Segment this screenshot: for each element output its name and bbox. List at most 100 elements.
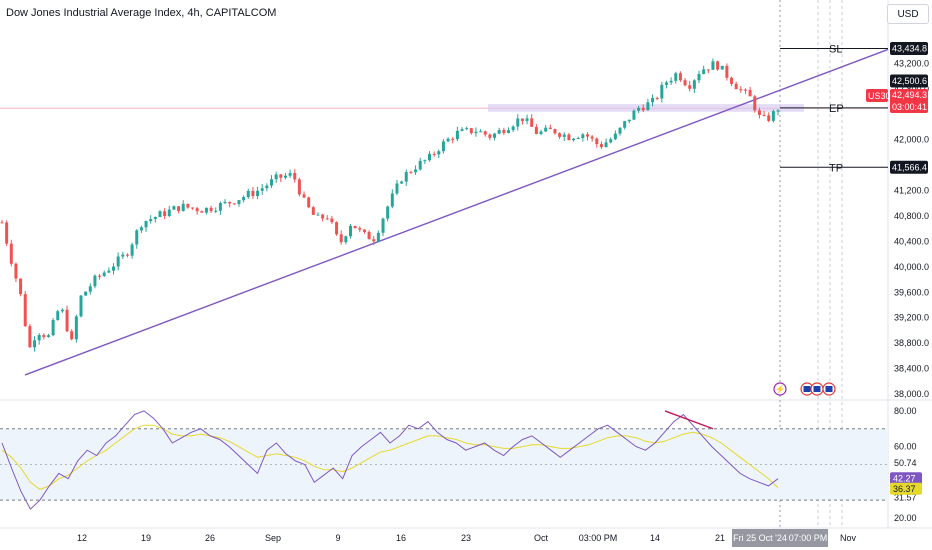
time-axis-tick: 12 [77, 533, 87, 543]
candle-body [112, 266, 116, 271]
candle-body [14, 263, 18, 279]
candle-body [520, 118, 524, 121]
candle-body [381, 218, 385, 233]
candle-body [474, 131, 478, 134]
price-axis-tick: 41,200.0 [894, 186, 929, 196]
candle-body [79, 295, 83, 317]
candle-body [37, 335, 41, 341]
candle-body [506, 130, 510, 134]
candle-body [0, 222, 4, 224]
candle-body [84, 291, 88, 296]
candle-body [604, 142, 608, 148]
candle-body [767, 115, 771, 121]
resistance-zone [488, 104, 804, 112]
currency-button[interactable]: USD [887, 4, 929, 24]
flag-glyph [825, 386, 833, 392]
candle-body [548, 127, 552, 130]
candle-body [455, 130, 459, 140]
candle-body [251, 190, 255, 197]
sl-price-tag-bg [890, 42, 928, 56]
candle-body [218, 202, 222, 211]
candle-body [390, 193, 394, 207]
rsi-ma-tag: 36.37 [893, 484, 916, 494]
candle-body [172, 206, 176, 210]
candle-body [307, 197, 311, 208]
candle-body [23, 294, 27, 327]
candle-body [632, 110, 636, 120]
sl-label: SL [829, 44, 842, 56]
candle-body [771, 111, 775, 121]
candle-body [130, 244, 134, 256]
crosshair-date-tag-bg [732, 529, 788, 547]
rsi-band [0, 428, 888, 501]
price-axis-tick: 40,400.0 [894, 236, 929, 246]
candle-body [51, 320, 55, 336]
candle-body [335, 222, 339, 235]
candle-body [232, 203, 236, 205]
candle-body [88, 286, 92, 292]
price-axis-tick: 42,800.0 [894, 84, 929, 94]
trendline [24, 48, 889, 376]
candle-body [562, 134, 566, 137]
rsi-line [1, 410, 779, 510]
rsi-axis-tick: 50.74 [894, 458, 917, 468]
rsi-value-tag-bg [890, 472, 922, 485]
crosshair-date: Fri 25 Oct '24 [733, 533, 787, 543]
candle-body [372, 239, 376, 242]
ep-price-tag: 42,500.6 [890, 74, 928, 88]
price-axis-tick: 39,600.0 [894, 287, 929, 297]
candle-body [502, 129, 506, 134]
candle-body [660, 84, 664, 99]
symbol-tag-text: US30 [868, 91, 891, 101]
candle-body [655, 97, 659, 99]
candle-body [302, 194, 306, 198]
candle-body [404, 172, 408, 182]
candle-body [116, 256, 120, 267]
candle-body [725, 65, 729, 78]
candle-body [627, 119, 631, 122]
candle-body [497, 129, 501, 134]
candle-body [432, 153, 436, 155]
time-axis-tick: Sep [265, 533, 281, 543]
candle-body [362, 229, 366, 232]
price-axis-tick: 42,000.0 [894, 135, 929, 145]
candle-body [260, 188, 264, 191]
time-axis-tick: 03:00 PM [579, 533, 618, 543]
candle-body [576, 137, 580, 139]
price-axis-tick: 38,800.0 [894, 338, 929, 348]
rsi-ma-line [1, 424, 779, 490]
candle-body [74, 316, 78, 340]
candle-body [493, 133, 497, 138]
current-countdown: 03:00:41 [892, 102, 927, 112]
candle-body [664, 82, 668, 85]
candle-body [242, 197, 246, 201]
candle-body [400, 181, 404, 184]
candle-body [33, 340, 37, 348]
candle-body [376, 232, 380, 242]
candle-body [9, 243, 13, 264]
candle-body [167, 209, 171, 217]
candle-body [711, 61, 715, 70]
candle-body [237, 200, 241, 205]
candle-body [181, 203, 185, 211]
candle-body [483, 131, 487, 135]
candle-body [367, 231, 371, 240]
candle-body [121, 254, 125, 257]
candle-body [730, 77, 734, 84]
candle-body [98, 275, 102, 277]
crosshair-time: 07:00 PM [789, 533, 828, 543]
candle-body [65, 309, 69, 332]
candle-body [186, 203, 190, 208]
candle-body [107, 270, 111, 273]
candle-body [469, 128, 473, 134]
candle-body [511, 126, 515, 131]
time-axis-tick: 14 [650, 533, 660, 543]
price-axis-tick: 38,000.0 [894, 389, 929, 399]
price-axis-tick: 40,800.0 [894, 211, 929, 221]
candle-body [158, 211, 162, 218]
candle-body [441, 141, 445, 152]
candle-body [460, 129, 464, 131]
candle-body [688, 85, 692, 89]
candle-body [609, 139, 613, 143]
